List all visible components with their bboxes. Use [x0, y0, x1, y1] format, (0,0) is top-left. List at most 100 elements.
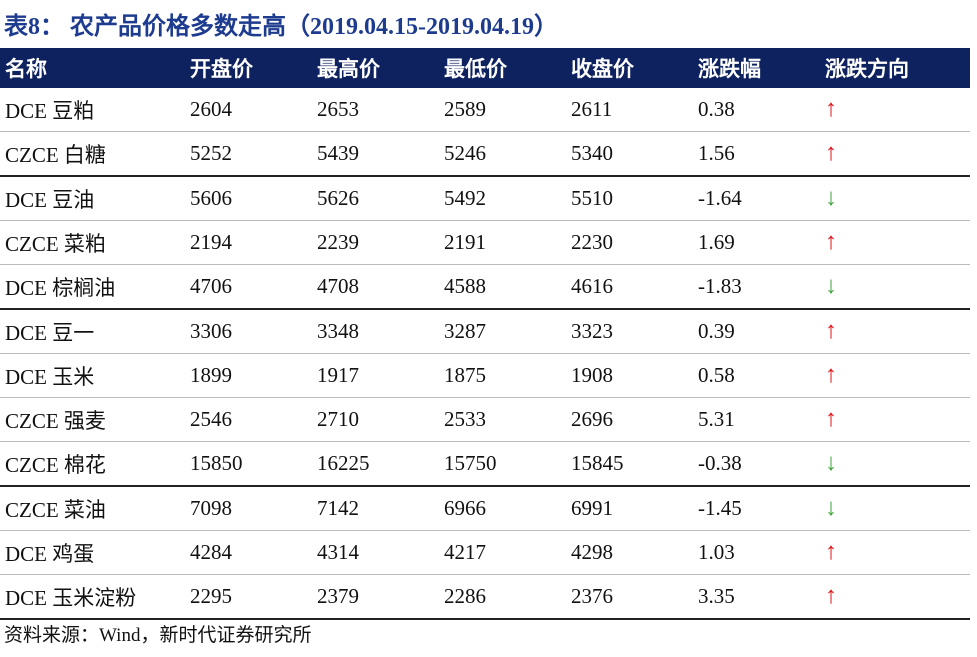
table-row: DCE 豆一 3306 3348 3287 3323 0.39 ↑ — [0, 309, 970, 354]
table-cell: 2710 — [312, 397, 439, 442]
table-cell: 2239 — [312, 220, 439, 265]
table-cell: 4314 — [312, 530, 439, 575]
table-cell: DCE 玉米淀粉 — [0, 574, 185, 620]
table-cell: CZCE 菜粕 — [0, 220, 185, 265]
table-row: CZCE 棉花 15850 16225 15750 15845 -0.38 ↓ — [0, 441, 970, 487]
table-cell: 6966 — [439, 486, 566, 531]
table-cell: 4616 — [566, 264, 693, 310]
table-cell: CZCE 强麦 — [0, 397, 185, 442]
table-cell: CZCE 棉花 — [0, 441, 185, 487]
table-cell: 4217 — [439, 530, 566, 575]
table-cell: 2379 — [312, 574, 439, 620]
table-cell: 2546 — [185, 397, 312, 442]
table-row: DCE 豆油 5606 5626 5492 5510 -1.64 ↓ — [0, 176, 970, 221]
table-cell: 5510 — [566, 176, 693, 221]
table-cell: 2191 — [439, 220, 566, 265]
header-cell: 涨跌方向 — [820, 48, 970, 88]
table-cell: DCE 鸡蛋 — [0, 530, 185, 575]
source-note: 资料来源：Wind，新时代证券研究所 — [4, 625, 312, 646]
direction-arrow: ↑ — [820, 88, 970, 132]
table-cell: 16225 — [312, 441, 439, 487]
header-row: 名称 开盘价 最高价 最低价 收盘价 涨跌幅 涨跌方向 — [0, 48, 970, 88]
table-cell: 5.31 — [693, 397, 820, 442]
table-row: CZCE 白糖 5252 5439 5246 5340 1.56 ↑ — [0, 131, 970, 177]
table-cell: 2194 — [185, 220, 312, 265]
table-cell: 6991 — [566, 486, 693, 531]
direction-arrow: ↑ — [820, 131, 970, 177]
table-row: CZCE 菜油 7098 7142 6966 6991 -1.45 ↓ — [0, 486, 970, 531]
table-cell: DCE 玉米 — [0, 353, 185, 398]
table-cell: 4298 — [566, 530, 693, 575]
table-cell: 3287 — [439, 309, 566, 354]
table-cell: 15850 — [185, 441, 312, 487]
table-cell: 2611 — [566, 88, 693, 132]
header-cell: 涨跌幅 — [693, 48, 820, 88]
table-cell: 5439 — [312, 131, 439, 177]
direction-arrow: ↑ — [820, 574, 970, 620]
table-cell: 3348 — [312, 309, 439, 354]
table-cell: 3.35 — [693, 574, 820, 620]
table-cell: 5606 — [185, 176, 312, 221]
table-cell: DCE 豆粕 — [0, 88, 185, 132]
table-row: DCE 棕榈油 4706 4708 4588 4616 -1.83 ↓ — [0, 264, 970, 310]
table-cell: 15750 — [439, 441, 566, 487]
direction-arrow: ↑ — [820, 353, 970, 398]
table-cell: 1875 — [439, 353, 566, 398]
table-cell: 4588 — [439, 264, 566, 310]
table-cell: 2653 — [312, 88, 439, 132]
table-cell: 1.69 — [693, 220, 820, 265]
table-cell: 4706 — [185, 264, 312, 310]
table-cell: 2376 — [566, 574, 693, 620]
table-cell: 2230 — [566, 220, 693, 265]
table-cell: DCE 棕榈油 — [0, 264, 185, 310]
table-cell: 5340 — [566, 131, 693, 177]
table-cell: 4284 — [185, 530, 312, 575]
direction-arrow: ↓ — [820, 441, 970, 487]
table-cell: 1908 — [566, 353, 693, 398]
table-cell: 1.56 — [693, 131, 820, 177]
table-cell: -1.83 — [693, 264, 820, 310]
table-cell: 3306 — [185, 309, 312, 354]
header-cell: 收盘价 — [566, 48, 693, 88]
table-cell: 2286 — [439, 574, 566, 620]
header-cell: 最高价 — [312, 48, 439, 88]
table-cell: 2696 — [566, 397, 693, 442]
table-cell: 2604 — [185, 88, 312, 132]
table-cell: 5246 — [439, 131, 566, 177]
table-cell: 7098 — [185, 486, 312, 531]
table-cell: 0.38 — [693, 88, 820, 132]
table-cell: 15845 — [566, 441, 693, 487]
table-cell: 5492 — [439, 176, 566, 221]
price-table: 名称 开盘价 最高价 最低价 收盘价 涨跌幅 涨跌方向 DCE 豆粕 2604 2653 2589… — [0, 48, 970, 620]
table-cell: -1.64 — [693, 176, 820, 221]
table-cell: 7142 — [312, 486, 439, 531]
table-row: DCE 豆粕 2604 2653 2589 2611 0.38 ↑ — [0, 88, 970, 132]
table-cell: DCE 豆油 — [0, 176, 185, 221]
table-cell: 0.39 — [693, 309, 820, 354]
header-cell: 名称 — [0, 48, 185, 88]
direction-arrow: ↑ — [820, 309, 970, 354]
direction-arrow: ↑ — [820, 220, 970, 265]
direction-arrow: ↓ — [820, 486, 970, 531]
table-cell: CZCE 白糖 — [0, 131, 185, 177]
direction-arrow: ↑ — [820, 530, 970, 575]
table-title: 表8： 农产品价格多数走高（2019.04.15-2019.04.19） — [4, 14, 558, 40]
table-cell: 2533 — [439, 397, 566, 442]
table-cell: 1917 — [312, 353, 439, 398]
direction-arrow: ↓ — [820, 264, 970, 310]
table-row: DCE 玉米淀粉 2295 2379 2286 2376 3.35 ↑ — [0, 574, 970, 620]
header-cell: 开盘价 — [185, 48, 312, 88]
table-cell: 5252 — [185, 131, 312, 177]
table-cell: DCE 豆一 — [0, 309, 185, 354]
table-cell: -0.38 — [693, 441, 820, 487]
table-cell: 5626 — [312, 176, 439, 221]
table-row: CZCE 菜粕 2194 2239 2191 2230 1.69 ↑ — [0, 220, 970, 265]
table-row: DCE 玉米 1899 1917 1875 1908 0.58 ↑ — [0, 353, 970, 398]
header-cell: 最低价 — [439, 48, 566, 88]
table-cell: 4708 — [312, 264, 439, 310]
table-row: CZCE 强麦 2546 2710 2533 2696 5.31 ↑ — [0, 397, 970, 442]
table-row: DCE 鸡蛋 4284 4314 4217 4298 1.03 ↑ — [0, 530, 970, 575]
table-cell: 3323 — [566, 309, 693, 354]
table-cell: 2295 — [185, 574, 312, 620]
